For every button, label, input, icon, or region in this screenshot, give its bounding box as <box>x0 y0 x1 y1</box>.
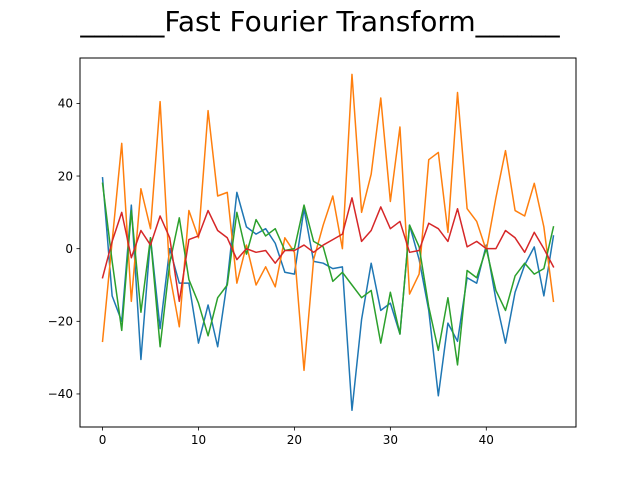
y-axis: −40 −20 0 20 40 <box>48 97 80 401</box>
series-line-3 <box>101 182 555 366</box>
y-tick-label: −20 <box>48 315 73 329</box>
y-tick-label: 20 <box>58 169 73 183</box>
x-axis: 0 10 20 30 40 <box>99 427 494 447</box>
series-line-2 <box>101 73 555 372</box>
x-tick-label: 30 <box>383 433 398 447</box>
series-line-4 <box>101 197 555 303</box>
x-tick-label: 0 <box>99 433 107 447</box>
y-tick-label: 40 <box>58 97 73 111</box>
y-tick-label: −40 <box>48 387 73 401</box>
series-layer <box>101 73 555 412</box>
x-tick-label: 40 <box>479 433 494 447</box>
x-tick-label: 20 <box>287 433 302 447</box>
y-tick-label: 0 <box>65 242 73 256</box>
x-tick-label: 10 <box>191 433 206 447</box>
chart-title: ______Fast Fourier Transform______ <box>80 5 560 38</box>
axes-frame <box>79 57 577 428</box>
